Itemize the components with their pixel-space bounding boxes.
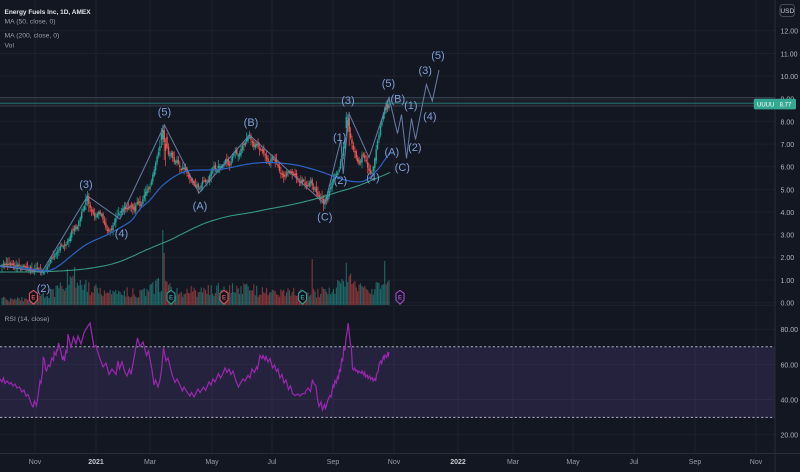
svg-text:May: May xyxy=(566,459,580,466)
svg-text:Mar: Mar xyxy=(507,459,520,466)
svg-text:Sep: Sep xyxy=(689,459,702,466)
svg-text:(B): (B) xyxy=(390,93,405,105)
svg-text:(5): (5) xyxy=(431,50,444,62)
svg-text:May: May xyxy=(205,459,219,466)
svg-text:(4): (4) xyxy=(115,228,128,240)
svg-text:(A): (A) xyxy=(193,200,208,212)
svg-text:Energy Fuels Inc, 1D, AMEX: Energy Fuels Inc, 1D, AMEX xyxy=(5,9,92,16)
svg-text:Nov: Nov xyxy=(750,459,763,466)
svg-text:USD: USD xyxy=(780,8,794,15)
svg-text:Jul: Jul xyxy=(630,459,639,466)
svg-text:(1): (1) xyxy=(404,100,417,112)
svg-text:(2): (2) xyxy=(408,142,421,154)
svg-text:E: E xyxy=(300,296,304,302)
svg-text:6.00: 6.00 xyxy=(781,165,795,172)
svg-text:RSI (14, close): RSI (14, close) xyxy=(5,316,50,323)
svg-text:E: E xyxy=(169,296,173,302)
svg-text:(4): (4) xyxy=(423,111,436,123)
svg-text:60.00: 60.00 xyxy=(781,362,799,369)
svg-text:(C): (C) xyxy=(395,162,410,174)
svg-text:(A): (A) xyxy=(384,147,399,159)
svg-text:MA (200, close, 0): MA (200, close, 0) xyxy=(5,33,60,40)
svg-text:(1): (1) xyxy=(333,132,346,144)
svg-text:E: E xyxy=(222,296,226,302)
svg-text:8.77: 8.77 xyxy=(780,103,792,109)
svg-text:Jul: Jul xyxy=(268,459,277,466)
svg-text:11.00: 11.00 xyxy=(781,51,798,58)
svg-text:12.00: 12.00 xyxy=(781,29,799,36)
svg-text:3.00: 3.00 xyxy=(781,233,795,240)
svg-text:Nov: Nov xyxy=(29,459,42,466)
svg-text:40.00: 40.00 xyxy=(781,397,799,404)
svg-text:(3): (3) xyxy=(341,95,354,107)
svg-text:(3): (3) xyxy=(79,179,92,191)
svg-text:(2): (2) xyxy=(334,175,347,187)
svg-text:10.00: 10.00 xyxy=(781,74,799,81)
svg-text:MA (50, close, 0): MA (50, close, 0) xyxy=(5,19,56,26)
svg-text:(4): (4) xyxy=(366,172,379,184)
svg-text:0.00: 0.00 xyxy=(781,301,795,308)
svg-text:UUUU: UUUU xyxy=(757,103,774,109)
svg-text:2.00: 2.00 xyxy=(781,255,795,262)
svg-text:(3): (3) xyxy=(418,65,431,77)
svg-text:(C): (C) xyxy=(317,211,332,223)
svg-text:Vol: Vol xyxy=(5,43,15,50)
svg-text:Mar: Mar xyxy=(144,459,157,466)
svg-text:8.00: 8.00 xyxy=(781,119,795,126)
svg-text:E: E xyxy=(31,296,35,302)
svg-text:(5): (5) xyxy=(158,106,171,118)
svg-text:80.00: 80.00 xyxy=(781,327,799,334)
svg-text:1.00: 1.00 xyxy=(781,278,795,285)
svg-text:2022: 2022 xyxy=(450,459,466,466)
svg-text:Nov: Nov xyxy=(388,459,401,466)
svg-text:4.00: 4.00 xyxy=(781,210,795,217)
svg-text:5.00: 5.00 xyxy=(781,187,795,194)
svg-text:7.00: 7.00 xyxy=(781,142,795,149)
svg-text:E: E xyxy=(398,296,402,302)
svg-text:(2): (2) xyxy=(37,283,50,295)
svg-text:(5): (5) xyxy=(382,78,395,90)
svg-text:Sep: Sep xyxy=(327,459,340,466)
svg-text:2021: 2021 xyxy=(88,459,104,466)
svg-text:20.00: 20.00 xyxy=(781,433,799,440)
svg-text:(B): (B) xyxy=(244,117,259,129)
